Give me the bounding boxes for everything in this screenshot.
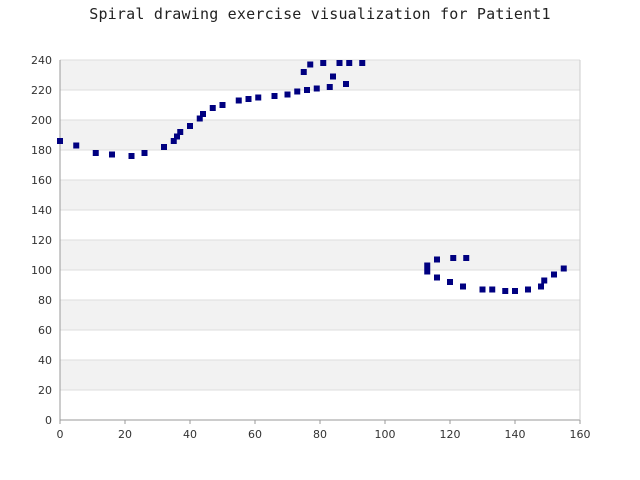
data-point xyxy=(434,274,440,281)
data-point xyxy=(346,60,353,66)
data-point xyxy=(174,133,180,140)
y-tick-label: 120 xyxy=(31,234,52,247)
data-point xyxy=(271,93,278,99)
data-point xyxy=(255,94,262,101)
data-points xyxy=(57,60,567,294)
y-tick-label: 220 xyxy=(31,84,52,97)
chart-title: Spiral drawing exercise visualization fo… xyxy=(89,5,551,23)
data-point xyxy=(424,268,431,275)
data-point xyxy=(304,87,310,93)
x-tick-label: 0 xyxy=(57,428,64,441)
data-point xyxy=(434,256,440,263)
x-tick-label: 60 xyxy=(248,428,262,441)
data-point xyxy=(336,60,343,66)
x-tick-label: 140 xyxy=(505,428,526,441)
data-point xyxy=(141,150,148,156)
data-point xyxy=(313,85,320,92)
data-point xyxy=(235,97,242,104)
x-tick-label: 100 xyxy=(375,428,396,441)
data-point xyxy=(525,286,531,293)
data-point xyxy=(330,73,336,80)
y-tick-label: 140 xyxy=(31,204,52,217)
y-tick-label: 20 xyxy=(38,384,52,397)
data-point xyxy=(73,142,80,149)
x-tick-label: 20 xyxy=(118,428,132,441)
tick-labels: 0 20 40 60 80 100 120 140 160 180 200 220 240 0 20 40 60… xyxy=(31,54,591,441)
y-tick-label: 80 xyxy=(38,294,52,307)
data-point xyxy=(109,151,115,158)
data-point xyxy=(463,255,470,261)
data-point xyxy=(450,255,457,261)
data-point xyxy=(502,288,509,294)
x-tick-label: 120 xyxy=(440,428,461,441)
data-point xyxy=(284,91,291,98)
data-point xyxy=(326,84,333,90)
data-point xyxy=(177,129,184,135)
y-tick-label: 100 xyxy=(31,264,52,277)
grid-band xyxy=(60,180,580,210)
data-point xyxy=(447,279,453,285)
data-point xyxy=(320,60,327,66)
data-point xyxy=(538,283,544,290)
data-point xyxy=(128,153,135,159)
data-point xyxy=(359,60,366,66)
data-point xyxy=(424,262,431,269)
data-point xyxy=(92,150,99,156)
data-point xyxy=(551,271,557,278)
data-point xyxy=(196,115,203,122)
data-point xyxy=(245,96,252,102)
data-point xyxy=(460,283,466,290)
y-tick-label: 40 xyxy=(38,354,52,367)
data-point xyxy=(200,111,206,117)
grid-bands xyxy=(60,59,580,421)
data-point xyxy=(560,265,567,272)
data-point xyxy=(300,69,307,75)
y-tick-label: 160 xyxy=(31,174,52,187)
x-tick-label: 40 xyxy=(183,428,197,441)
grid-band xyxy=(60,120,580,150)
grid-band xyxy=(60,60,580,90)
data-point xyxy=(219,102,226,108)
y-tick-label: 180 xyxy=(31,144,52,157)
grid-band xyxy=(60,300,580,330)
data-point xyxy=(57,138,63,144)
grid-band xyxy=(60,240,580,270)
data-point xyxy=(512,288,518,294)
y-tick-label: 200 xyxy=(31,114,52,127)
data-point xyxy=(307,61,314,68)
x-tick-label: 160 xyxy=(570,428,591,441)
data-point xyxy=(294,88,301,95)
data-point xyxy=(187,123,193,129)
x-tick-label: 80 xyxy=(313,428,327,441)
y-tick-label: 60 xyxy=(38,324,52,337)
axes xyxy=(59,60,581,424)
data-point xyxy=(161,144,167,150)
data-point xyxy=(541,277,548,284)
data-point xyxy=(209,105,216,111)
y-tick-label: 240 xyxy=(31,54,52,67)
data-point xyxy=(170,138,177,144)
grid-band xyxy=(60,360,580,390)
y-tick-label: 0 xyxy=(45,414,52,427)
data-point xyxy=(343,81,349,87)
data-point xyxy=(479,286,486,293)
data-point xyxy=(489,286,496,293)
